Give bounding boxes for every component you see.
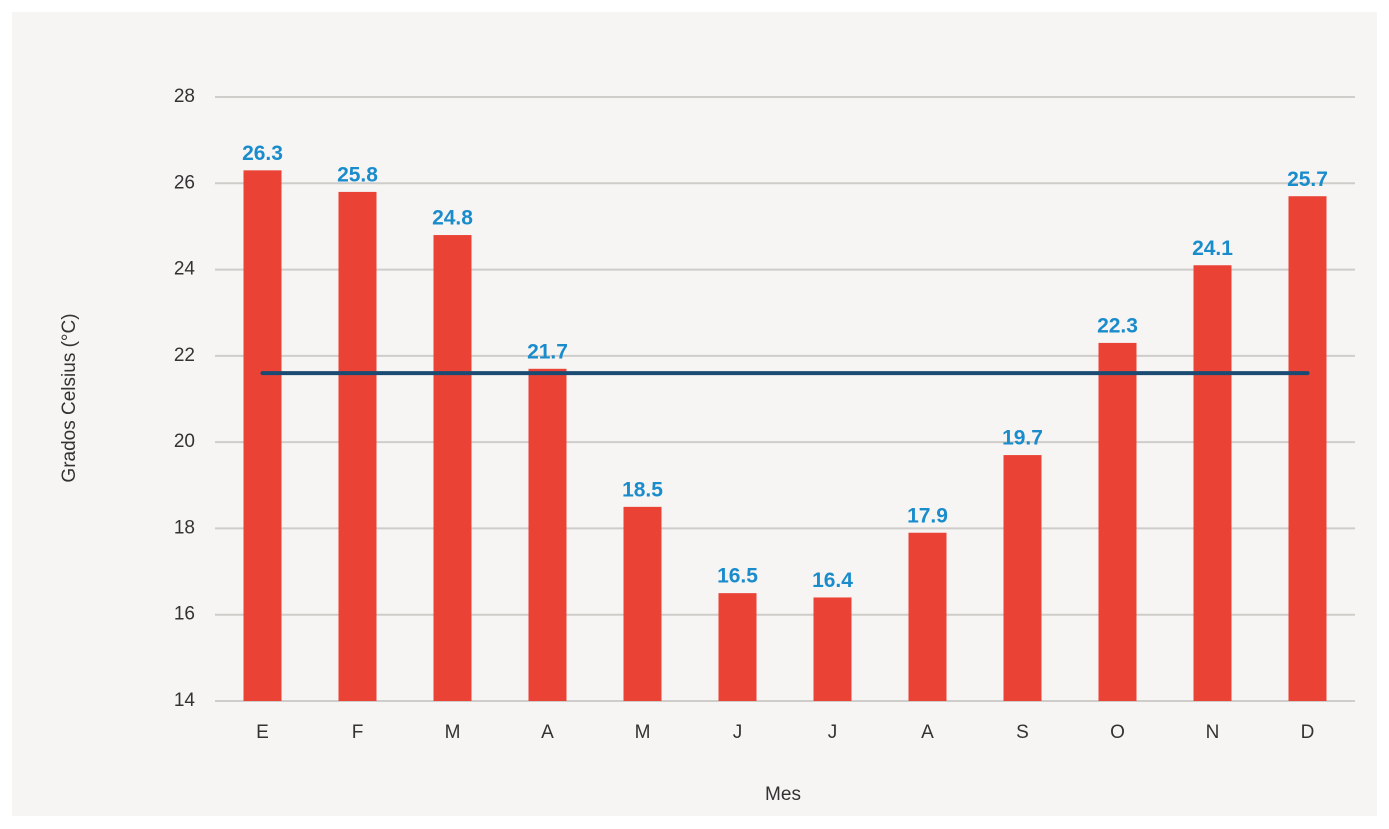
y-tick-label: 28 [174,86,195,107]
value-label: 24.8 [432,207,473,230]
y-tick-label: 14 [174,690,196,711]
bar [813,597,852,701]
y-tick-label: 20 [174,431,195,452]
bar [908,532,947,701]
value-label: 17.9 [907,504,948,527]
y-tick-label: 22 [174,345,195,366]
x-tick-label: J [733,722,743,743]
y-tick-label: 18 [174,517,195,538]
value-label: 16.4 [812,569,853,592]
value-label: 25.8 [337,163,378,186]
value-label: 19.7 [1002,427,1043,450]
y-tick-label: 16 [174,604,195,625]
value-label: 26.3 [242,142,283,165]
bar [528,368,567,701]
value-label: 24.1 [1192,237,1233,260]
y-tick-label: 26 [174,172,195,193]
x-tick-label: N [1206,722,1220,743]
x-tick-label: F [352,722,364,743]
bar [1098,342,1137,701]
bar [243,170,282,702]
x-tick-label: A [921,722,934,743]
x-tick-label: E [256,722,269,743]
x-tick-label: A [541,722,554,743]
bar [623,506,662,701]
value-label: 21.7 [527,340,568,363]
value-label: 22.3 [1097,314,1138,337]
chart-background [12,12,1377,816]
bar [338,191,377,701]
y-tick-label: 24 [174,259,196,280]
x-tick-label: S [1016,722,1029,743]
x-axis-title: Mes [765,784,801,805]
x-tick-label: O [1110,722,1125,743]
x-tick-label: J [828,722,838,743]
y-axis-title: Grados Celsius (°C) [59,313,80,482]
bar [1288,196,1327,701]
bar [718,593,757,701]
bar [433,235,472,702]
value-label: 16.5 [717,565,758,588]
x-tick-label: D [1301,722,1315,743]
value-label: 18.5 [622,478,663,501]
x-tick-label: M [445,722,461,743]
bar [1193,265,1232,701]
bar [1003,455,1042,701]
x-tick-label: M [635,722,651,743]
value-label: 25.7 [1287,168,1328,191]
